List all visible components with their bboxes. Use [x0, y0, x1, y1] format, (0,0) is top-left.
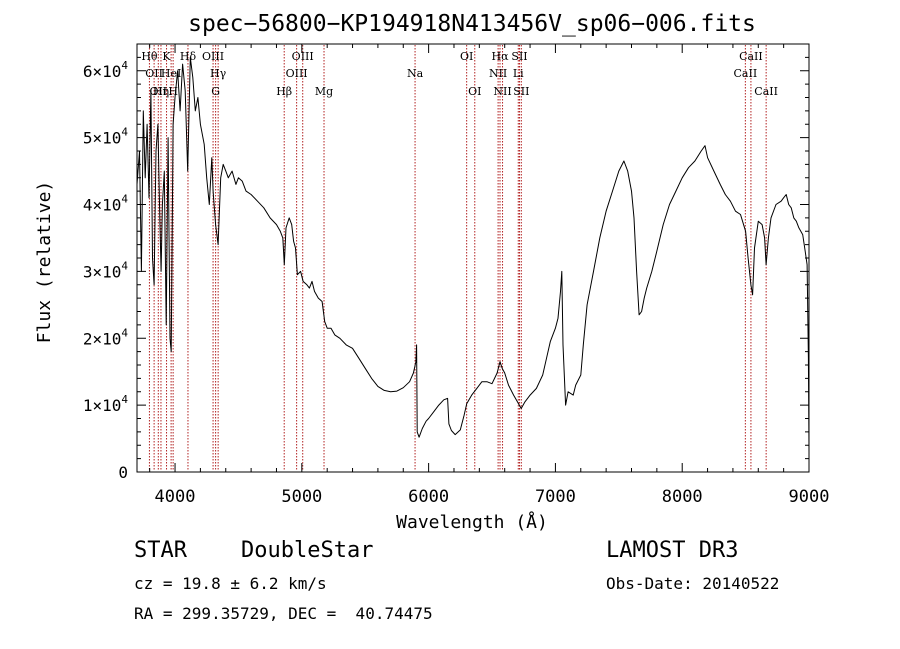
line-label-20: NII	[493, 85, 511, 98]
x-tick-label-0: 4000	[155, 487, 196, 507]
coordinates: RA = 299.35729, DEC = 40.74475	[134, 604, 433, 623]
line-label-19: Hα	[491, 50, 509, 63]
line-label-21: Li	[513, 67, 524, 80]
line-label-15: Na	[407, 67, 424, 80]
line-label-7: Hδ	[180, 50, 197, 63]
survey-name: LAMOST DR3	[606, 538, 739, 563]
line-label-24: CaII	[734, 67, 758, 80]
chart-title: spec−56800−KP194918N413456V_sp06−006.fit…	[188, 11, 756, 37]
x-axis-label: Wavelength (Å)	[396, 511, 548, 533]
line-markers	[148, 45, 767, 471]
object-class: STAR	[134, 538, 187, 563]
line-label-3: Hη	[153, 85, 169, 98]
x-tick-label-2: 6000	[408, 487, 449, 507]
line-label-6: H	[168, 85, 178, 98]
y-tick-label-3: 3×104	[83, 259, 129, 281]
line-label-16: OI	[460, 50, 473, 63]
x-tick-label-1: 5000	[281, 487, 322, 507]
line-label-8: OIII	[202, 50, 224, 63]
redshift-cz: cz = 19.8 ± 6.2 km/s	[134, 574, 327, 593]
y-tick-label-5: 5×104	[83, 126, 129, 148]
line-label-13: OIII	[292, 50, 314, 63]
spectrum-series-line	[136, 56, 810, 452]
line-label-14: Mg	[315, 85, 333, 98]
x-axis-ticks: 4000 5000 6000 7000 8000 9000	[149, 44, 830, 507]
y-tick-label-2: 2×104	[83, 326, 129, 348]
line-label-9: G	[211, 85, 220, 98]
line-label-4: K	[162, 50, 171, 63]
x-tick-label-4: 8000	[662, 487, 703, 507]
line-label-10: Hγ	[210, 67, 227, 80]
y-tick-label-0: 0	[118, 463, 128, 482]
line-label-11: Hβ	[276, 85, 292, 98]
object-subclass: DoubleStar	[241, 538, 374, 563]
line-label-25: CaII	[739, 50, 763, 63]
y-tick-label-4: 4×104	[83, 193, 129, 215]
line-label-18: NII	[489, 67, 507, 80]
line-label-26: CaII	[754, 85, 778, 98]
line-label-22: SII	[511, 50, 527, 63]
y-tick-label-1: 1×104	[83, 393, 129, 415]
spectrum-chart: spec−56800−KP194918N413456V_sp06−006.fit…	[34, 11, 830, 533]
x-tick-label-3: 7000	[535, 487, 576, 507]
plot-frame	[136, 43, 810, 473]
line-label-0: Hθ	[141, 50, 158, 63]
x-tick-label-5: 9000	[789, 487, 830, 507]
line-label-1: OII	[145, 67, 163, 80]
line-label-12: OIII	[286, 67, 308, 80]
observation-date: Obs-Date: 20140522	[606, 574, 780, 593]
y-axis-label: Flux (relative)	[34, 181, 55, 344]
line-label-2: OII	[149, 85, 167, 98]
y-axis-ticks: 0 1×104 2×104 3×104 4×104 5×104 6×104	[83, 56, 809, 482]
line-label-5: HeI	[161, 67, 181, 80]
y-tick-label-6: 6×104	[83, 59, 129, 81]
line-label-17: OI	[468, 85, 481, 98]
line-label-23: SII	[513, 85, 529, 98]
